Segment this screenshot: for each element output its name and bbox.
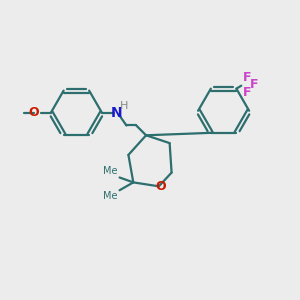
Text: Me: Me: [103, 167, 118, 176]
Text: Me: Me: [103, 191, 118, 201]
Text: H: H: [120, 101, 129, 111]
Text: F: F: [243, 86, 251, 99]
Text: N: N: [111, 106, 122, 120]
Text: F: F: [250, 78, 258, 91]
Text: O: O: [155, 180, 166, 193]
Text: F: F: [243, 71, 251, 84]
Text: O: O: [28, 106, 39, 119]
